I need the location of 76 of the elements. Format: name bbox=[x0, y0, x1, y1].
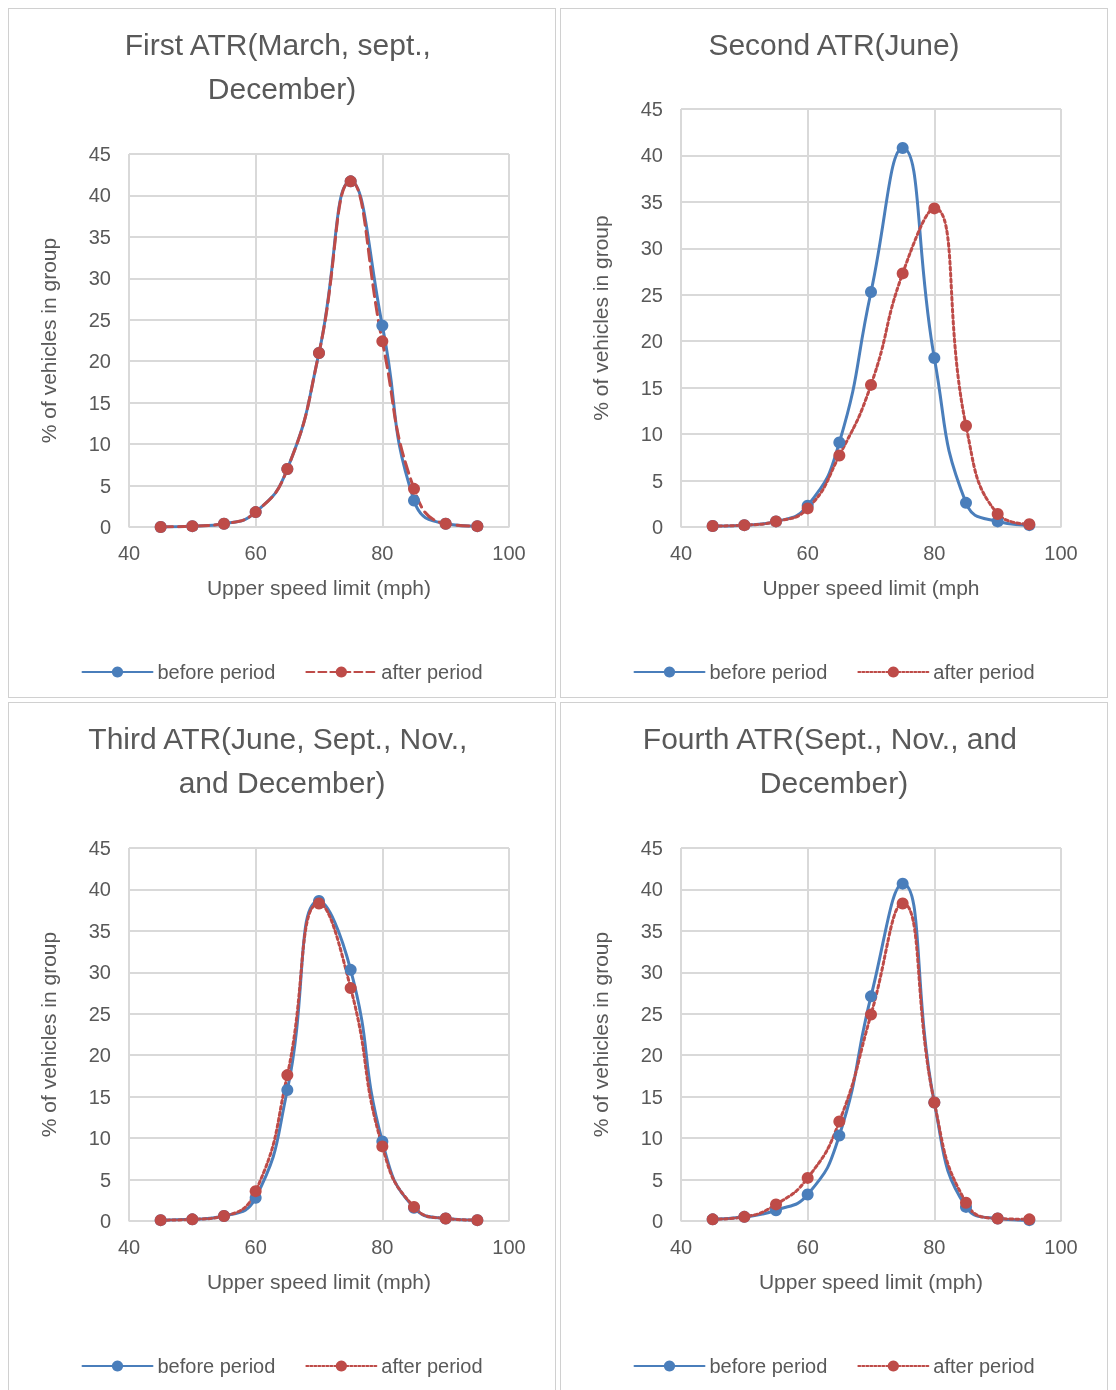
y-tick-label: 0 bbox=[651, 1210, 663, 1232]
y-tick-label: 45 bbox=[640, 98, 663, 120]
y-tick-label: 0 bbox=[99, 516, 111, 538]
y-tick-label: 5 bbox=[651, 1168, 663, 1191]
y-tick-label: 15 bbox=[88, 391, 111, 414]
y-tick-label: 45 bbox=[640, 837, 663, 859]
x-tick-label: 100 bbox=[492, 1236, 526, 1258]
y-tick-label: 10 bbox=[640, 423, 663, 446]
legend-label: before period bbox=[157, 1355, 276, 1377]
x-axis-title: Upper speed limit (mph bbox=[762, 576, 980, 599]
x-tick-label: 60 bbox=[796, 1236, 819, 1258]
y-tick-label: 30 bbox=[640, 961, 663, 984]
y-tick-label: 40 bbox=[88, 184, 111, 207]
y-tick-label: 15 bbox=[88, 1085, 111, 1108]
y-tick-label: 15 bbox=[640, 376, 663, 399]
legend-label: after period bbox=[933, 1355, 1035, 1377]
y-tick-label: 0 bbox=[651, 516, 663, 538]
y-tick-label: 30 bbox=[88, 267, 111, 290]
y-tick-label: 20 bbox=[640, 330, 663, 353]
y-tick-label: 40 bbox=[88, 878, 111, 901]
y-tick-label: 20 bbox=[88, 350, 111, 373]
x-tick-label: 40 bbox=[117, 542, 141, 564]
y-tick-label: 0 bbox=[99, 1210, 111, 1232]
legend-label: after period bbox=[933, 661, 1035, 683]
x-tick-label: 60 bbox=[244, 542, 267, 564]
y-tick-label: 35 bbox=[88, 225, 111, 248]
x-tick-label: 100 bbox=[1044, 1236, 1078, 1258]
y-axis-title: % of vehicles in group bbox=[37, 237, 60, 444]
legend-label: after period bbox=[381, 661, 483, 683]
y-tick-label: 35 bbox=[88, 919, 111, 942]
y-axis-title: % of vehicles in group bbox=[589, 931, 612, 1138]
x-tick-label: 40 bbox=[669, 1236, 693, 1258]
chart-title: Third ATR(June, Sept., Nov., and December) bbox=[88, 721, 476, 799]
x-axis-title: Upper speed limit (mph) bbox=[206, 576, 432, 599]
x-tick-label: 80 bbox=[923, 1236, 946, 1258]
y-tick-label: 40 bbox=[640, 144, 663, 167]
x-tick-label: 80 bbox=[371, 542, 394, 564]
x-tick-label: 60 bbox=[796, 542, 819, 564]
legend-label: before period bbox=[709, 1355, 828, 1377]
y-tick-label: 35 bbox=[640, 190, 663, 213]
y-axis-title: % of vehicles in group bbox=[589, 215, 612, 421]
legend-label: before period bbox=[157, 661, 276, 683]
y-tick-label: 25 bbox=[640, 1002, 663, 1025]
chart-title: First ATR(March, sept., December) bbox=[124, 27, 440, 105]
y-tick-label: 15 bbox=[640, 1085, 663, 1108]
x-axis-title: Upper speed limit (mph) bbox=[206, 1270, 432, 1293]
y-tick-label: 45 bbox=[88, 837, 111, 859]
y-tick-label: 10 bbox=[640, 1127, 663, 1150]
legend-label: before period bbox=[709, 661, 828, 683]
x-tick-label: 80 bbox=[371, 1236, 394, 1258]
y-tick-label: 10 bbox=[88, 433, 111, 456]
y-axis-title: % of vehicles in group bbox=[37, 931, 60, 1138]
y-tick-label: 45 bbox=[88, 143, 111, 165]
y-tick-label: 10 bbox=[88, 1127, 111, 1150]
y-tick-label: 20 bbox=[640, 1044, 663, 1067]
y-tick-label: 25 bbox=[88, 308, 111, 331]
y-tick-label: 20 bbox=[88, 1044, 111, 1067]
x-axis-title: Upper speed limit (mph) bbox=[758, 1270, 984, 1293]
y-tick-label: 25 bbox=[640, 283, 663, 306]
chart-title: Fourth ATR(Sept., Nov., and December) bbox=[642, 721, 1026, 799]
y-tick-label: 25 bbox=[88, 1002, 111, 1025]
legend-label: after period bbox=[381, 1355, 483, 1377]
x-tick-label: 100 bbox=[1044, 542, 1078, 564]
x-tick-label: 100 bbox=[492, 542, 526, 564]
x-tick-label: 60 bbox=[244, 1236, 267, 1258]
x-tick-label: 80 bbox=[923, 542, 946, 564]
y-tick-label: 35 bbox=[640, 919, 663, 942]
y-tick-label: 5 bbox=[99, 1168, 111, 1191]
y-tick-label: 30 bbox=[640, 237, 663, 260]
chart-title: Second ATR(June) bbox=[708, 27, 960, 61]
y-tick-label: 40 bbox=[640, 878, 663, 901]
y-tick-label: 5 bbox=[651, 469, 663, 492]
x-tick-label: 40 bbox=[669, 542, 693, 564]
y-tick-label: 30 bbox=[88, 961, 111, 984]
y-tick-label: 5 bbox=[99, 474, 111, 497]
x-tick-label: 40 bbox=[117, 1236, 141, 1258]
